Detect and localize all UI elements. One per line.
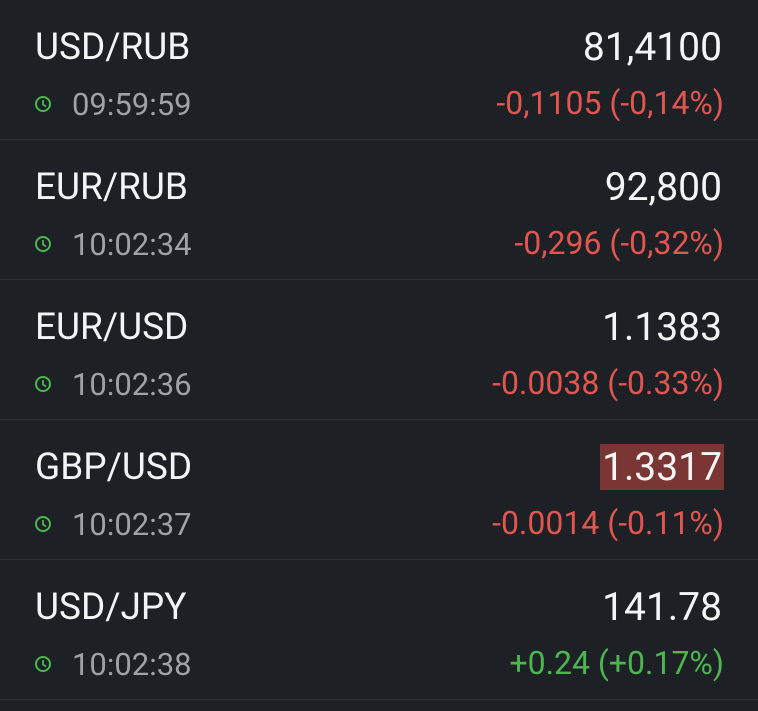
quote-row[interactable]: EUR/RUB 10:02:34 92,800 -0,296 (-0,32%) (0, 140, 758, 280)
price-change: -0.0014 (-0.11%) (492, 504, 724, 542)
clock-icon (35, 376, 51, 392)
price-change: -0.0038 (-0.33%) (492, 364, 724, 402)
quote-time: 10:02:38 (72, 646, 192, 683)
price: 92,800 (604, 164, 722, 210)
price-change: -0,296 (-0,32%) (514, 224, 724, 262)
quote-time: 10:02:37 (72, 506, 192, 543)
pair-name: EUR/USD (35, 306, 189, 349)
quote-row[interactable]: EUR/USD 10:02:36 1.1383 -0.0038 (-0.33%) (0, 280, 758, 420)
price: 1.3317 (600, 444, 724, 490)
quote-row[interactable]: GBP/USD 10:02:37 1.3317 -0.0014 (-0.11%) (0, 420, 758, 560)
price-change: -0,1105 (-0,14%) (496, 84, 724, 122)
pair-name: USD/RUB (35, 26, 191, 69)
pair-name: GBP/USD (35, 446, 193, 489)
quote-row[interactable]: USD/JPY 10:02:38 141.78 +0.24 (+0.17%) (0, 560, 758, 700)
pair-name: EUR/RUB (35, 166, 188, 209)
clock-icon (35, 516, 51, 532)
quote-time: 10:02:34 (72, 226, 192, 263)
price: 1.1383 (602, 304, 722, 350)
quote-row[interactable]: USD/RUB 09:59:59 81,4100 -0,1105 (-0,14%) (0, 0, 758, 140)
clock-icon (35, 96, 51, 112)
price-change: +0.24 (+0.17%) (509, 644, 724, 682)
clock-icon (35, 656, 51, 672)
pair-name: USD/JPY (35, 586, 187, 629)
quote-time: 10:02:36 (72, 366, 192, 403)
clock-icon (35, 236, 51, 252)
quote-time: 09:59:59 (72, 86, 192, 123)
price: 81,4100 (582, 24, 722, 70)
price: 141.78 (602, 584, 722, 630)
